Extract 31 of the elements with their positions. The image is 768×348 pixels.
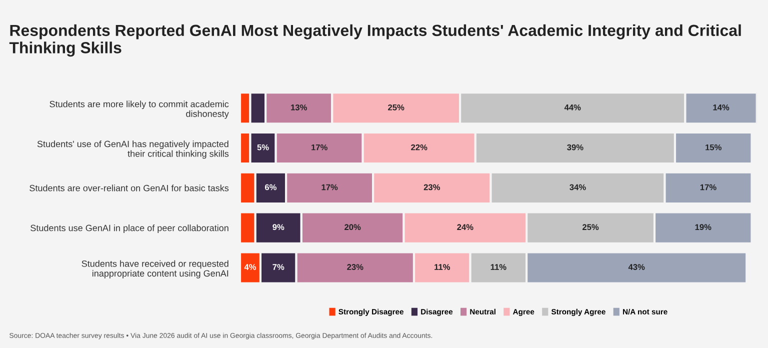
data-label: 5% [257, 144, 269, 150]
y-tick-label: Students are over-reliant on GenAI for basic tasks [30, 184, 229, 192]
data-label: 39% [567, 144, 584, 150]
y-tick-label: Students use GenAI in place of peer collaboration [30, 224, 228, 233]
data-label: 19% [695, 224, 712, 230]
data-label: 9% [272, 224, 284, 230]
chart-title: Respondents Reported GenAI Most Negatively Impacts Students' Academic Integrity and Critical Thinking Skills [9, 24, 741, 57]
data-label: 34% [570, 184, 586, 190]
data-label: 17% [700, 184, 716, 190]
y-tick-label: Students have received or requested inappropriate content using GenAI [82, 260, 228, 278]
data-label: 24% [457, 224, 474, 230]
y-tick-label: Students' use of GenAI has negatively impacted their critical thinking skills [37, 140, 229, 159]
data-label: 17% [322, 184, 338, 190]
data-label: 22% [411, 144, 428, 150]
data-label: 23% [424, 184, 440, 190]
y-tick-label: Students are more likely to commit academic dishonesty [50, 100, 229, 119]
data-label: 4% [244, 264, 256, 270]
data-label: 25% [388, 104, 404, 110]
data-label: 23% [347, 264, 364, 270]
data-label: 11% [490, 264, 506, 270]
data-label: 6% [264, 184, 277, 190]
data-label: 11% [434, 264, 450, 270]
data-label: 17% [312, 144, 328, 150]
data-label: 43% [628, 264, 645, 270]
data-label: 13% [291, 104, 307, 110]
data-label: 7% [272, 264, 284, 270]
data-label: 20% [344, 224, 361, 230]
data-label: 25% [582, 224, 599, 230]
data-label: 15% [706, 144, 722, 150]
data-label: 14% [713, 104, 730, 110]
data-label: 44% [564, 104, 581, 110]
